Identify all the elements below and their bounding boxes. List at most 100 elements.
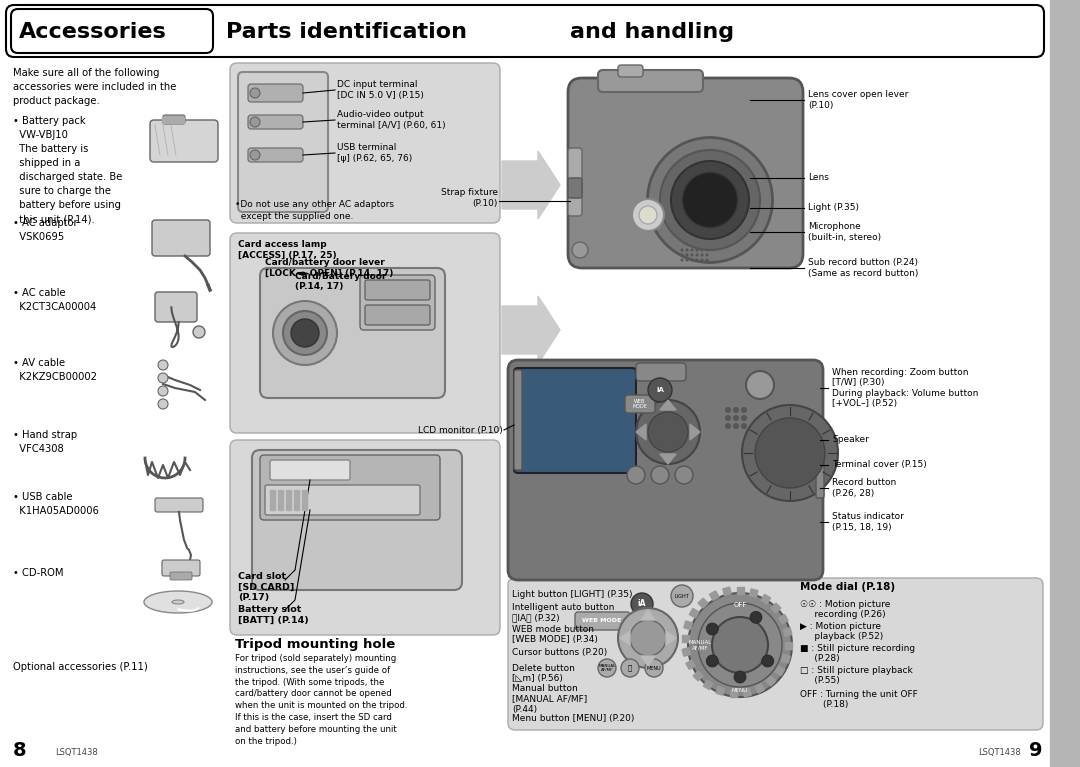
FancyBboxPatch shape bbox=[568, 148, 582, 216]
Bar bbox=[286, 490, 291, 510]
Text: Audio-video output
terminal [A/V] (P.60, 61): Audio-video output terminal [A/V] (P.60,… bbox=[337, 110, 446, 130]
Text: DC input terminal
[DC IN 5.0 V] (P.15): DC input terminal [DC IN 5.0 V] (P.15) bbox=[337, 81, 423, 100]
Circle shape bbox=[706, 623, 718, 635]
Polygon shape bbox=[660, 454, 676, 464]
Bar bbox=[278, 490, 283, 510]
Bar bbox=[755, 683, 765, 693]
FancyBboxPatch shape bbox=[252, 450, 462, 590]
Bar bbox=[1050, 0, 1080, 767]
Circle shape bbox=[690, 249, 693, 252]
FancyBboxPatch shape bbox=[568, 178, 582, 198]
Text: Card/Battery door
(P.14, 17): Card/Battery door (P.14, 17) bbox=[295, 272, 387, 291]
Circle shape bbox=[686, 249, 689, 252]
Bar bbox=[775, 666, 785, 676]
Circle shape bbox=[249, 150, 260, 160]
Circle shape bbox=[598, 659, 616, 677]
Bar bbox=[730, 690, 737, 697]
Text: 8: 8 bbox=[13, 740, 27, 759]
Text: WEB mode button
[WEB MODE] (P.34): WEB mode button [WEB MODE] (P.34) bbox=[512, 625, 598, 644]
Circle shape bbox=[725, 415, 731, 421]
Circle shape bbox=[696, 249, 699, 252]
Circle shape bbox=[688, 593, 792, 697]
Text: Light button [LIGHT] (P.35): Light button [LIGHT] (P.35) bbox=[512, 590, 633, 599]
Bar bbox=[681, 635, 689, 642]
Circle shape bbox=[733, 407, 739, 413]
FancyBboxPatch shape bbox=[230, 63, 500, 223]
Bar bbox=[743, 688, 752, 697]
Ellipse shape bbox=[660, 150, 760, 250]
Circle shape bbox=[705, 249, 708, 252]
Circle shape bbox=[249, 117, 260, 127]
FancyBboxPatch shape bbox=[514, 368, 636, 473]
Text: Lens: Lens bbox=[808, 173, 828, 183]
Circle shape bbox=[733, 415, 739, 421]
Text: Delete button
[◺m] (P.56): Delete button [◺m] (P.56) bbox=[512, 664, 575, 683]
FancyBboxPatch shape bbox=[265, 485, 420, 515]
FancyBboxPatch shape bbox=[568, 78, 804, 268]
Text: • Hand strap
  VFC4308: • Hand strap VFC4308 bbox=[13, 430, 77, 454]
Bar bbox=[294, 490, 299, 510]
Circle shape bbox=[618, 608, 678, 668]
FancyArrow shape bbox=[502, 296, 561, 364]
Ellipse shape bbox=[683, 173, 738, 228]
Bar bbox=[270, 490, 275, 510]
Circle shape bbox=[680, 249, 684, 252]
Circle shape bbox=[698, 603, 782, 687]
Ellipse shape bbox=[639, 206, 657, 224]
FancyBboxPatch shape bbox=[230, 440, 500, 635]
Circle shape bbox=[675, 466, 693, 484]
Circle shape bbox=[648, 412, 688, 452]
FancyBboxPatch shape bbox=[625, 395, 654, 413]
Text: • AV cable
  K2KZ9CB00002: • AV cable K2KZ9CB00002 bbox=[13, 358, 97, 382]
Bar bbox=[703, 680, 713, 690]
FancyBboxPatch shape bbox=[365, 280, 430, 300]
Text: Card/battery door lever
[LOCK◄►OPEN] (P.14, 17): Card/battery door lever [LOCK◄►OPEN] (P.… bbox=[265, 258, 393, 278]
FancyBboxPatch shape bbox=[11, 9, 213, 53]
Text: WEB
MODE: WEB MODE bbox=[633, 399, 647, 410]
FancyBboxPatch shape bbox=[508, 578, 1043, 730]
Polygon shape bbox=[666, 631, 676, 645]
Circle shape bbox=[680, 254, 684, 256]
Bar bbox=[766, 676, 775, 686]
Bar bbox=[761, 594, 770, 604]
Circle shape bbox=[712, 617, 768, 673]
Circle shape bbox=[671, 585, 693, 607]
Polygon shape bbox=[690, 424, 700, 440]
Circle shape bbox=[158, 399, 168, 409]
FancyBboxPatch shape bbox=[636, 363, 686, 381]
Text: Record button
(P.26, 28): Record button (P.26, 28) bbox=[832, 479, 896, 498]
Bar bbox=[162, 117, 184, 123]
Text: • Battery pack
  VW-VBJ10
  The battery is
  shipped in a
  discharged state. Be: • Battery pack VW-VBJ10 The battery is s… bbox=[13, 116, 122, 224]
Bar bbox=[723, 587, 731, 596]
Circle shape bbox=[273, 301, 337, 365]
Polygon shape bbox=[660, 400, 676, 410]
Text: Light (P.35): Light (P.35) bbox=[808, 203, 859, 212]
Text: USB terminal
[ψ] (P.62, 65, 76): USB terminal [ψ] (P.62, 65, 76) bbox=[337, 143, 413, 163]
Text: • USB cable
  K1HA05AD0006: • USB cable K1HA05AD0006 bbox=[13, 492, 99, 516]
Ellipse shape bbox=[632, 199, 664, 231]
Text: Tripod mounting hole: Tripod mounting hole bbox=[235, 638, 395, 651]
Text: Speaker: Speaker bbox=[832, 436, 869, 445]
Circle shape bbox=[690, 254, 693, 256]
Bar bbox=[684, 621, 692, 630]
FancyBboxPatch shape bbox=[360, 275, 435, 330]
Text: Accessories: Accessories bbox=[19, 22, 166, 42]
FancyBboxPatch shape bbox=[163, 115, 185, 124]
Circle shape bbox=[193, 326, 205, 338]
FancyBboxPatch shape bbox=[365, 305, 430, 325]
Bar bbox=[302, 490, 307, 510]
Text: Menu button [MENU] (P.20): Menu button [MENU] (P.20) bbox=[512, 714, 634, 723]
FancyBboxPatch shape bbox=[248, 148, 303, 162]
FancyBboxPatch shape bbox=[260, 268, 445, 398]
Circle shape bbox=[680, 258, 684, 262]
Text: • AC cable
  K2CT3CA00004: • AC cable K2CT3CA00004 bbox=[13, 288, 96, 312]
Circle shape bbox=[706, 655, 718, 667]
Polygon shape bbox=[620, 631, 630, 645]
FancyBboxPatch shape bbox=[170, 572, 192, 580]
Text: LSQT1438: LSQT1438 bbox=[978, 748, 1021, 756]
Text: MANUAL
AF/MF: MANUAL AF/MF bbox=[598, 663, 616, 673]
Bar bbox=[698, 598, 708, 608]
FancyArrow shape bbox=[502, 151, 561, 219]
FancyBboxPatch shape bbox=[162, 560, 200, 576]
Circle shape bbox=[572, 242, 588, 258]
